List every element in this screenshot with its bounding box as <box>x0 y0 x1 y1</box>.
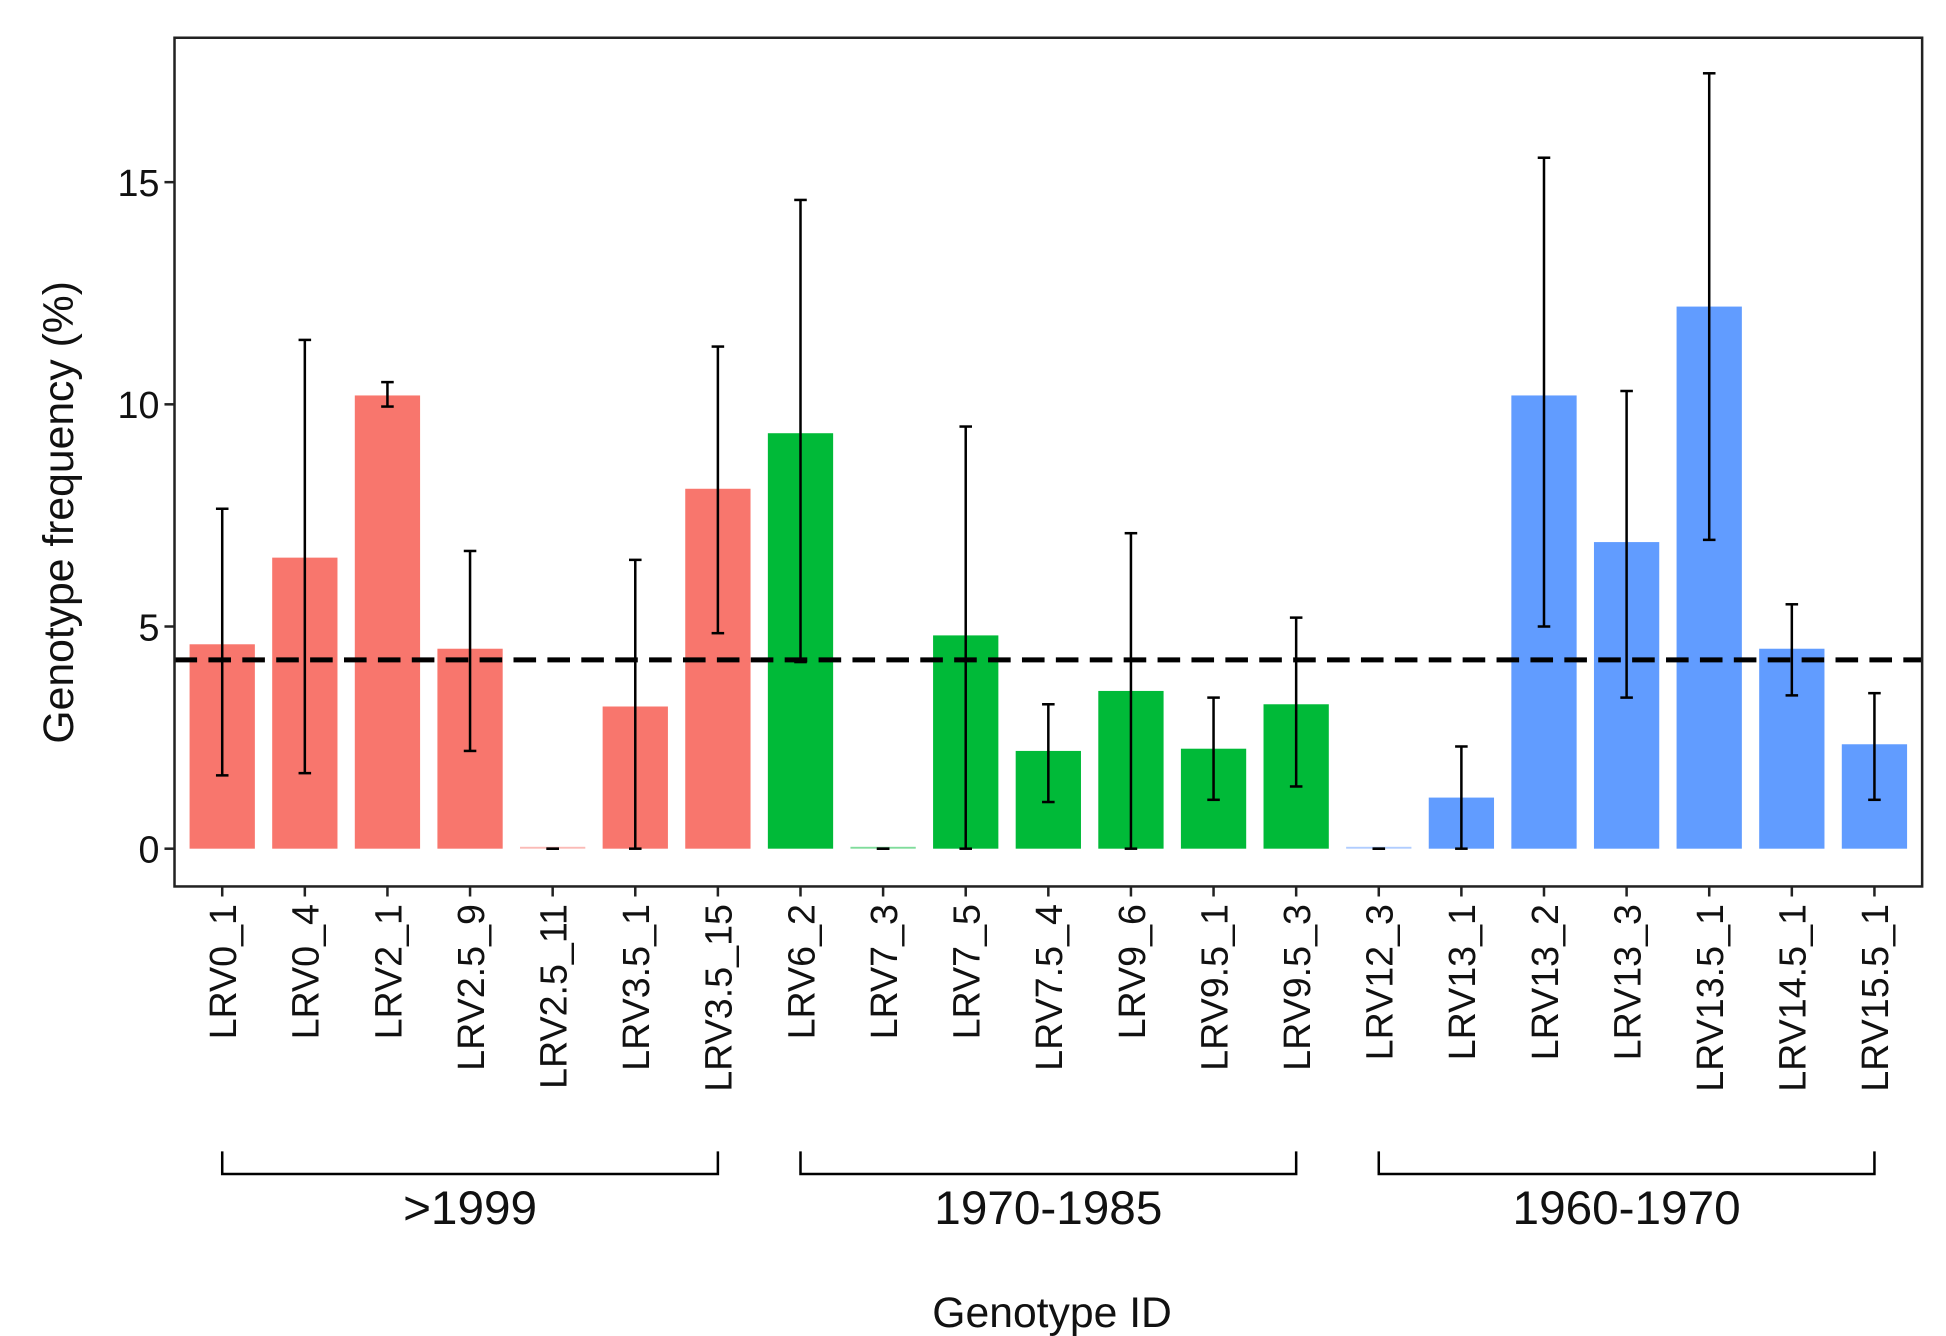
error-bar <box>463 549 477 753</box>
x-tick-label: LRV13_2 <box>1524 904 1566 1060</box>
error-bar <box>215 507 229 777</box>
x-tick-label: LRV3.5_15 <box>698 904 740 1092</box>
y-tick-label: 5 <box>138 606 159 648</box>
x-tick-label: LRV7_5 <box>946 904 988 1039</box>
group-label: >1999 <box>403 1182 537 1235</box>
x-tick-label: LRV13.5_1 <box>1689 904 1731 1092</box>
x-tick-label: LRV7_3 <box>863 904 905 1039</box>
error-bar <box>1455 745 1468 850</box>
x-tick-label: LRV2.5_11 <box>532 904 574 1089</box>
x-tick-label: LRV15.5_1 <box>1854 904 1896 1092</box>
x-axis-title: Genotype ID <box>932 1289 1172 1336</box>
x-tick-label: LRV0_1 <box>202 904 244 1039</box>
group-label: 1970-1985 <box>934 1182 1162 1235</box>
error-bar <box>1042 703 1055 804</box>
error-bar <box>628 558 642 850</box>
x-tick-label: LRV13_1 <box>1441 904 1483 1060</box>
x-tick-label: LRV2_1 <box>367 904 409 1039</box>
plot-frame <box>173 36 1924 888</box>
error-bar <box>1785 603 1799 697</box>
error-bar <box>711 345 725 635</box>
error-bar <box>1289 616 1303 788</box>
error-bar <box>1537 156 1551 628</box>
error-bar <box>1207 696 1220 802</box>
x-tick-label: LRV2.5_9 <box>450 904 492 1071</box>
group-bracket <box>220 1151 720 1176</box>
x-tick-label: LRV13_3 <box>1606 904 1648 1060</box>
x-tick-label: LRV12_3 <box>1359 904 1401 1060</box>
error-bar <box>298 338 312 775</box>
x-tick-label: LRV6_2 <box>780 904 822 1039</box>
x-tick-label: LRV0_4 <box>285 904 327 1039</box>
plot-marks <box>174 72 1923 897</box>
x-tick-label: LRV14.5_1 <box>1772 904 1814 1092</box>
group-bracket <box>1377 1151 1876 1176</box>
y-axis-title: Genotype frequency (%) <box>35 281 83 744</box>
x-tick-label: LRV9_6 <box>1111 904 1153 1039</box>
group-bracket <box>799 1151 1298 1176</box>
error-bar <box>1620 389 1633 699</box>
bar <box>354 395 421 849</box>
error-bar <box>1868 691 1881 802</box>
x-tick-label: LRV7.5_4 <box>1028 904 1070 1071</box>
error-bar <box>1124 531 1138 850</box>
x-tick-label: LRV9.5_3 <box>1276 904 1318 1071</box>
group-label: 1960-1970 <box>1513 1182 1741 1235</box>
error-bar <box>1702 72 1716 542</box>
y-tick-label: 10 <box>118 384 160 426</box>
x-tick-label: LRV3.5_1 <box>615 904 657 1071</box>
error-bar <box>381 380 394 408</box>
y-tick-label: 15 <box>118 162 160 204</box>
x-tick-label: LRV9.5_1 <box>1193 904 1235 1071</box>
y-tick-label: 0 <box>138 828 159 870</box>
error-bar <box>794 198 807 664</box>
error-bar <box>959 425 972 850</box>
